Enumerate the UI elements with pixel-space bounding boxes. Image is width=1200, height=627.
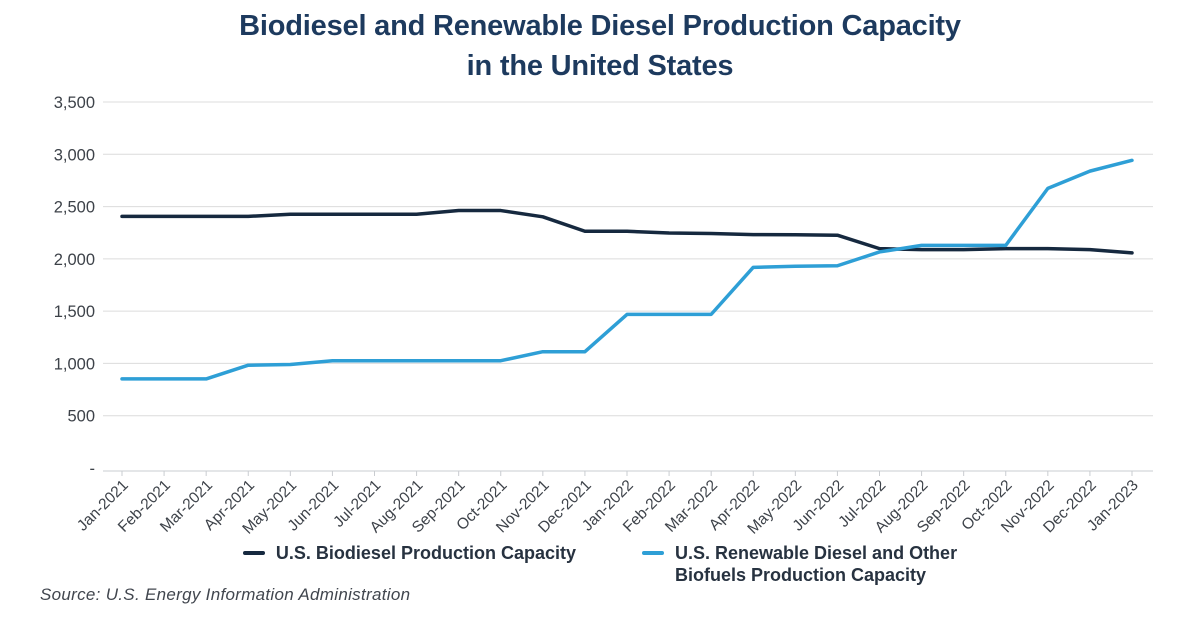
y-axis-tick-label: -: [90, 460, 96, 478]
legend-label-biodiesel: U.S. Biodiesel Production Capacity: [275, 543, 576, 563]
y-axis-tick-label: 2,500: [54, 199, 95, 217]
biodiesel-series-line: [120, 208, 1134, 255]
y-axis-tick-label: 1,000: [54, 355, 95, 373]
y-axis-tick-label: 3,000: [54, 146, 95, 164]
y-axis-tick-label: 2,000: [54, 251, 95, 269]
renewable-diesel-line-swatch: [641, 551, 664, 555]
y-axis-tick-label: 1,500: [54, 303, 95, 321]
chart-legend: U.S. Biodiesel Production Capacity U.S. …: [0, 542, 1200, 586]
legend-label-renewable-diesel: U.S. Renewable Diesel and Other Biofuels…: [674, 543, 958, 585]
y-axis-tick-label: 3,500: [54, 94, 95, 112]
renewable-diesel-series-line: [120, 158, 1134, 381]
legend-item-biodiesel: U.S. Biodiesel Production Capacity: [242, 542, 576, 586]
y-axis-tick-label: 500: [67, 408, 95, 426]
chart-title: Biodiesel and Renewable Diesel Productio…: [0, 6, 1200, 86]
biodiesel-line-swatch: [242, 551, 265, 555]
chart-title-line-2: in the United States: [466, 50, 734, 82]
source-note: Source: U.S. Energy Information Administ…: [40, 585, 411, 604]
legend-item-renewable-diesel: U.S. Renewable Diesel and Other Biofuels…: [641, 542, 958, 586]
chart-title-line-1: Biodiesel and Renewable Diesel Productio…: [239, 10, 961, 42]
